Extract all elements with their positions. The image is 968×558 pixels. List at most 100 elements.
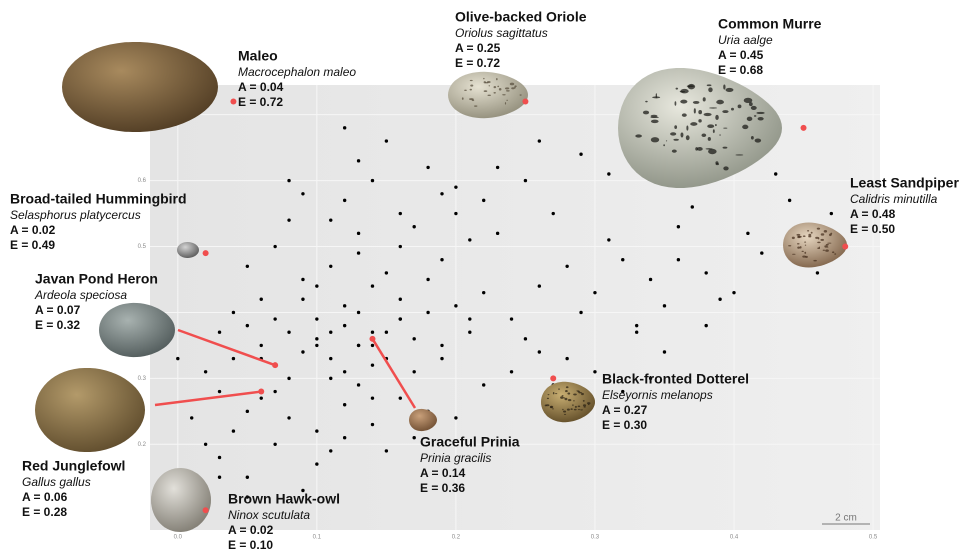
egg-speckle xyxy=(827,242,832,244)
egg-speckle xyxy=(796,233,801,236)
asymmetry-label: A = 0.48 xyxy=(850,207,896,221)
species-latin: Oriolus sagittatus xyxy=(455,26,548,40)
egg-speckle xyxy=(788,245,792,247)
egg-speckle xyxy=(801,250,804,252)
data-point xyxy=(315,337,319,341)
egg-speckle xyxy=(563,397,565,399)
data-point xyxy=(370,330,375,334)
egg-speckle xyxy=(715,161,719,165)
connector-line xyxy=(177,328,276,367)
data-point xyxy=(384,139,389,143)
egg-speckle xyxy=(802,255,807,258)
scale-label: 2 cm xyxy=(835,513,857,524)
egg-speckle xyxy=(708,87,713,93)
species-name: Brown Hawk-owl xyxy=(228,491,340,507)
data-point xyxy=(440,192,444,196)
egg-speckle xyxy=(583,406,586,408)
ellipticity-label: E = 0.72 xyxy=(238,95,283,109)
data-point xyxy=(746,231,750,236)
data-point xyxy=(648,277,653,282)
data-point xyxy=(203,442,208,446)
data-point xyxy=(217,475,222,479)
data-point xyxy=(245,495,250,499)
egg-speckle xyxy=(756,111,765,115)
egg-image xyxy=(35,368,145,452)
egg-speckle xyxy=(792,253,796,255)
data-point xyxy=(329,218,333,222)
asymmetry-label: A = 0.07 xyxy=(35,303,81,317)
egg-speckle xyxy=(826,246,829,248)
ellipticity-label: E = 0.10 xyxy=(228,538,273,552)
x-tick-label: 0.1 xyxy=(313,535,322,541)
data-point xyxy=(287,178,291,183)
egg-speckle xyxy=(506,99,509,101)
egg-speckle xyxy=(723,127,728,129)
egg-speckle xyxy=(693,108,696,114)
data-point xyxy=(342,403,347,407)
egg-speckle xyxy=(685,135,690,141)
egg-speckle xyxy=(497,85,500,88)
data-point xyxy=(760,251,764,255)
data-point xyxy=(607,238,611,242)
egg-speckle xyxy=(692,100,700,104)
ellipticity-label: E = 0.68 xyxy=(718,63,763,77)
egg-speckle xyxy=(816,227,821,230)
data-point xyxy=(370,422,375,427)
ellipticity-label: E = 0.72 xyxy=(455,56,500,70)
species-name: Red Junglefowl xyxy=(22,458,125,474)
egg-speckle xyxy=(679,90,686,93)
egg-speckle xyxy=(570,408,573,410)
data-point xyxy=(468,317,472,321)
highlight-point xyxy=(842,243,849,250)
data-point xyxy=(231,429,236,433)
data-point xyxy=(621,258,625,262)
egg-speckle xyxy=(823,229,828,233)
egg-speckle xyxy=(582,404,587,407)
data-point xyxy=(370,284,375,288)
data-point xyxy=(662,304,667,308)
egg-speckle xyxy=(748,102,753,107)
egg-speckle xyxy=(743,97,753,104)
egg-speckle xyxy=(712,129,715,134)
highlight-point xyxy=(522,98,529,105)
egg-speckle xyxy=(822,249,826,251)
egg-speckle xyxy=(645,100,648,103)
x-tick-label: 0.2 xyxy=(452,535,461,541)
egg-speckle xyxy=(652,96,661,99)
highlight-point xyxy=(258,388,265,395)
egg-speckle xyxy=(578,391,582,394)
data-point xyxy=(634,330,639,334)
data-point xyxy=(245,323,250,328)
data-point xyxy=(356,343,361,348)
egg-speckle xyxy=(488,85,490,87)
egg-speckle xyxy=(754,138,762,143)
egg-speckle xyxy=(802,235,806,238)
egg-speckle xyxy=(708,148,717,155)
egg-speckle xyxy=(707,136,711,141)
egg-speckle xyxy=(820,233,825,236)
ellipticity-label: E = 0.49 xyxy=(10,238,55,252)
egg-speckle xyxy=(813,259,817,262)
data-point xyxy=(426,165,430,170)
data-point xyxy=(301,350,305,354)
data-point xyxy=(815,271,820,275)
asymmetry-label: A = 0.02 xyxy=(228,523,274,537)
egg-speckle xyxy=(696,147,703,151)
highlight-point xyxy=(800,124,807,131)
data-point xyxy=(537,350,542,354)
egg-speckle xyxy=(735,154,744,156)
data-point xyxy=(412,337,416,341)
egg-speckle xyxy=(552,392,555,395)
egg-speckle xyxy=(635,134,642,138)
egg-speckle xyxy=(674,125,678,129)
data-point xyxy=(356,159,361,163)
data-point xyxy=(468,238,472,242)
data-point xyxy=(440,258,444,262)
egg-speckle xyxy=(797,235,801,239)
egg-speckle xyxy=(504,102,507,105)
data-point xyxy=(315,343,319,348)
data-point xyxy=(648,376,653,381)
ellipticity-label: E = 0.36 xyxy=(420,481,465,495)
data-point xyxy=(426,277,430,282)
data-point xyxy=(356,310,361,315)
